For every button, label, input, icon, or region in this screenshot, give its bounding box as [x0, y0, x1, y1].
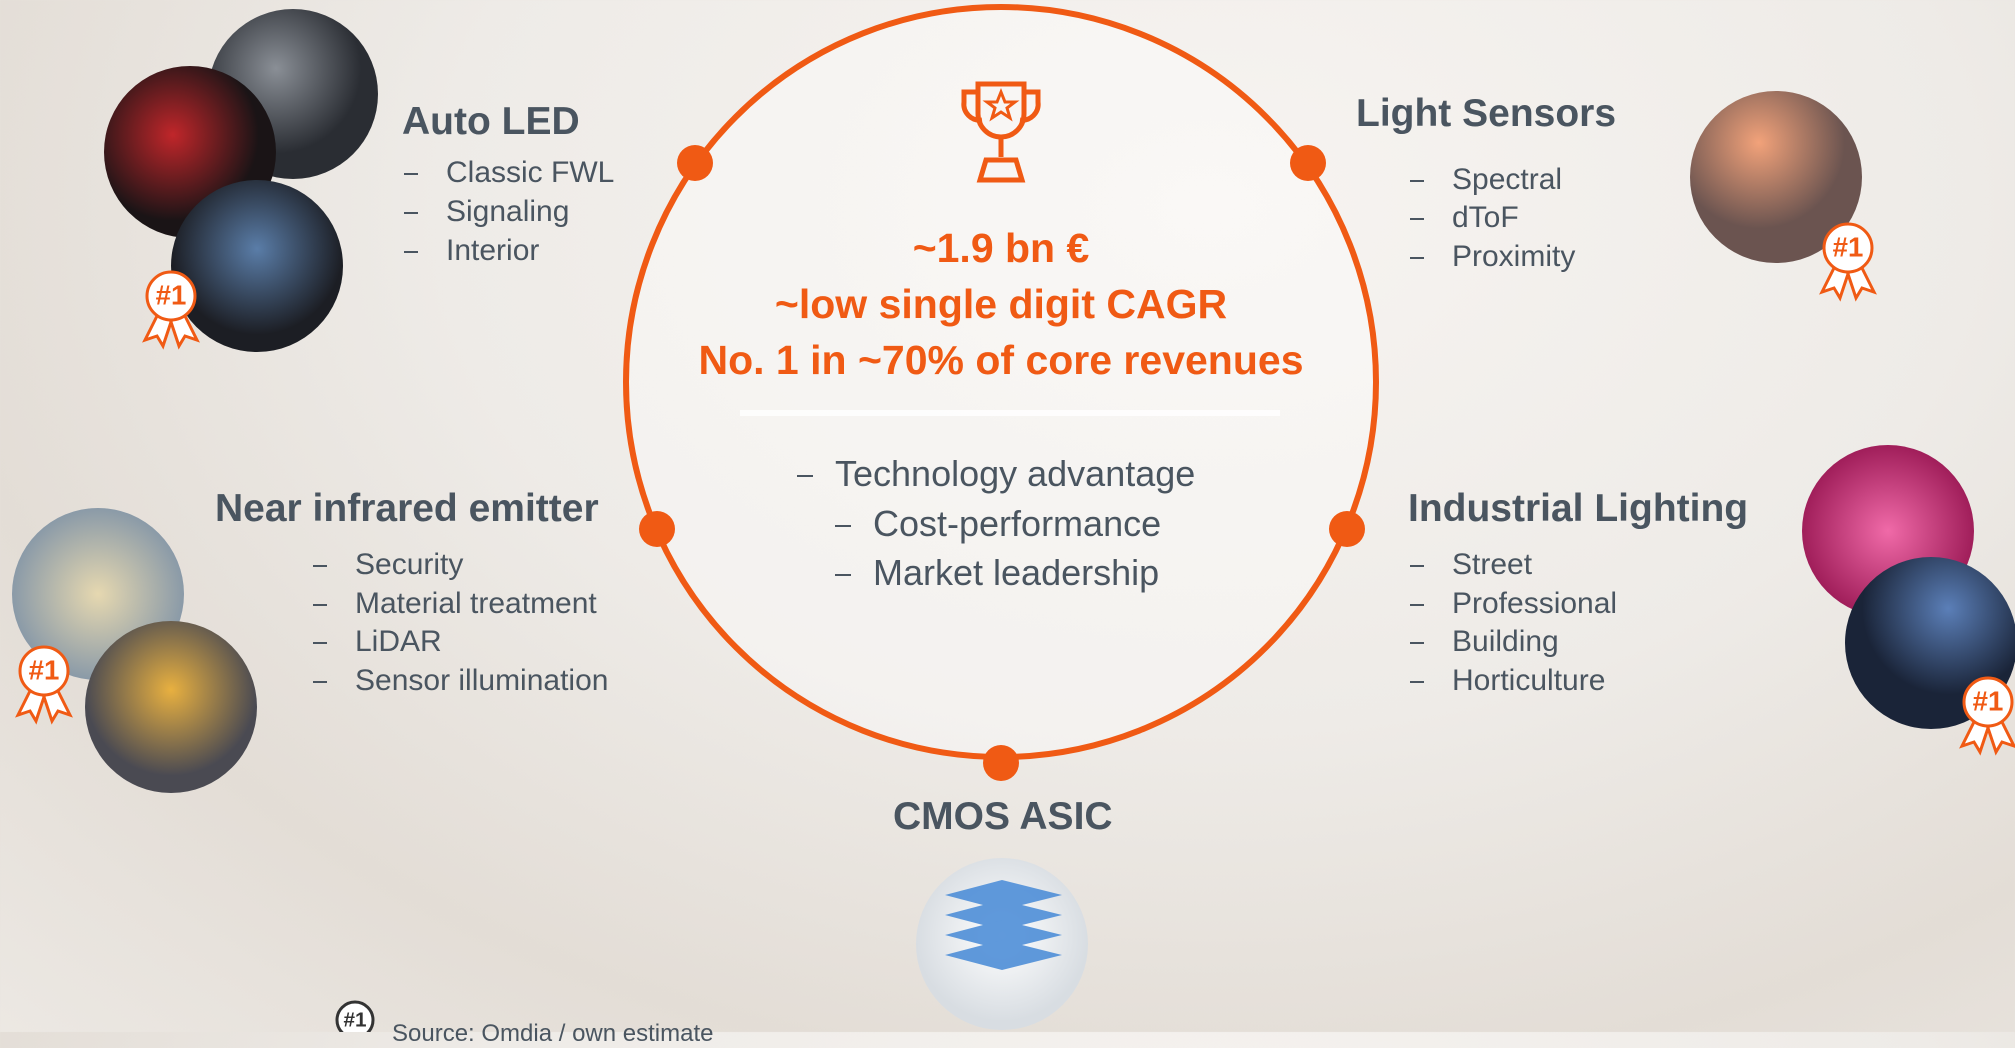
photo — [171, 180, 343, 352]
segment-title: CMOS ASIC — [893, 795, 1113, 839]
segment-item: Building — [1408, 625, 1559, 659]
segment-item: Material treatment — [311, 587, 597, 621]
slide: #1 #1 #1 #1 #1 ~1.9 bn € ~low single digit CA… — [0, 0, 2015, 1032]
badge-label: #1 — [343, 1008, 366, 1031]
rank-badge: #1 — [1822, 224, 1874, 298]
segment-title: Auto LED — [402, 100, 580, 144]
segment-item: Security — [311, 548, 463, 582]
center-bullet: Market leadership — [833, 552, 1159, 594]
segment-item: Signaling — [402, 195, 569, 229]
badge-label: #1 — [156, 279, 187, 310]
badge-label: #1 — [1973, 685, 2004, 716]
headline: ~low single digit CAGR — [775, 281, 1227, 328]
center-bullet: Technology advantage — [795, 453, 1195, 495]
rank-badge: #1 — [1962, 678, 2014, 752]
segment-item: Street — [1408, 548, 1532, 582]
segment-title: Industrial Lighting — [1408, 487, 1748, 531]
segment-item: Sensor illumination — [311, 664, 608, 698]
segment-title: Near infrared emitter — [215, 487, 599, 531]
badge-label: #1 — [1833, 231, 1864, 262]
headline: ~1.9 bn € — [913, 225, 1090, 272]
segment-item: Proximity — [1408, 240, 1575, 274]
segment-item: Interior — [402, 234, 539, 268]
photo — [85, 621, 257, 793]
rank-badge: #1 — [337, 1002, 373, 1032]
segment-item: dToF — [1408, 201, 1519, 235]
segment-title: Light Sensors — [1356, 92, 1616, 136]
headline: No. 1 in ~70% of core revenues — [699, 337, 1304, 384]
divider — [740, 410, 1280, 416]
segment-item: Professional — [1408, 587, 1617, 621]
rank-badge: #1 — [18, 647, 70, 721]
footnote: Source: Omdia / own estimate — [392, 1020, 713, 1048]
segment-item: Classic FWL — [402, 156, 614, 190]
segment-item: Spectral — [1408, 163, 1562, 197]
center-bullet: Cost-performance — [833, 503, 1161, 545]
badge-label: #1 — [29, 654, 60, 685]
segment-item: Horticulture — [1408, 664, 1605, 698]
segment-item: LiDAR — [311, 625, 442, 659]
rank-badge: #1 — [145, 272, 197, 346]
